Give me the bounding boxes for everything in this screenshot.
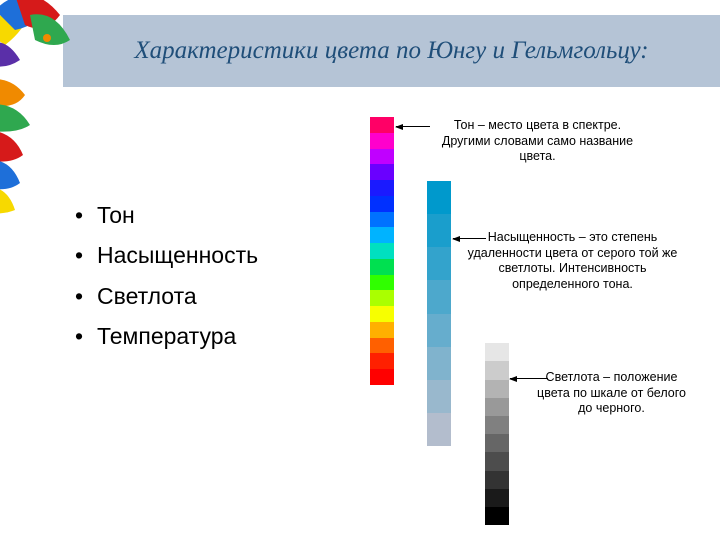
slide-title: Характеристики цвета по Юнгу и Гельмголь…: [134, 35, 648, 66]
arrow-icon: [396, 126, 430, 127]
saturation-strip: [427, 181, 451, 446]
paint-decoration-side: [0, 75, 40, 215]
saturation-annotation: Насыщенность – это степень удаленности ц…: [460, 230, 685, 293]
list-item: Тон: [75, 195, 258, 235]
list-item: Светлота: [75, 276, 258, 316]
hue-annotation: Тон – место цвета в спектре. Другими сло…: [430, 118, 645, 165]
list-item: Температура: [75, 316, 258, 356]
hue-spectrum-strip: [370, 117, 394, 385]
lightness-strip: [485, 325, 509, 525]
list-item: Насыщенность: [75, 235, 258, 275]
paint-decoration-top: [0, 0, 75, 80]
lightness-annotation: Светлота – положение цвета по шкале от б…: [534, 370, 689, 417]
title-banner: Характеристики цвета по Юнгу и Гельмголь…: [63, 15, 720, 87]
characteristics-list: Тон Насыщенность Светлота Температура: [75, 195, 258, 356]
